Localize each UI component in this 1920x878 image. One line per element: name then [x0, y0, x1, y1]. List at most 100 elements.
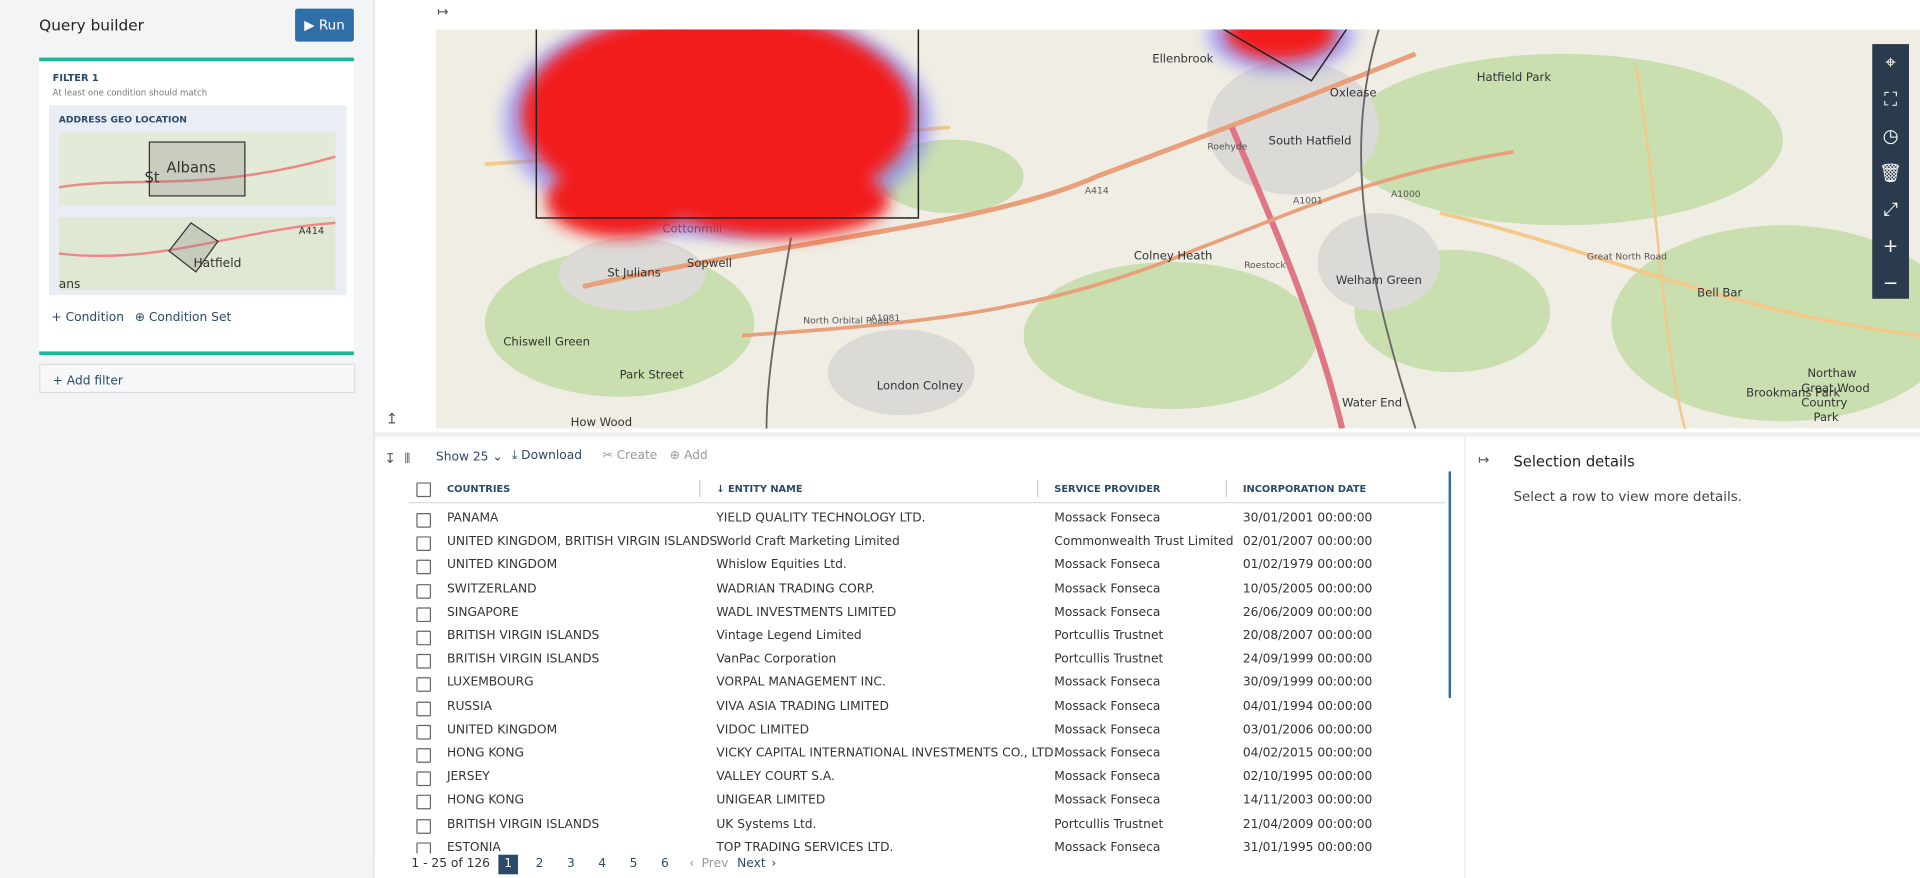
download[interactable]: ⤓ Download: [511, 449, 583, 463]
column-header: ↓ ENTITY NAME: [716, 483, 803, 495]
cell: 24/09/1999 00:00:00: [1242, 652, 1373, 667]
cell: SINGAPORE: [446, 605, 519, 620]
page-button[interactable]: 4: [598, 857, 607, 871]
map-label: Roehyde: [1207, 141, 1247, 152]
cell: WADRIAN TRADING CORP.: [716, 582, 875, 596]
map-label: Great Wood: [1801, 381, 1869, 395]
row-checkbox[interactable]: [416, 677, 432, 693]
page-button[interactable]: 1: [498, 854, 518, 875]
map-label: Park: [1813, 410, 1838, 424]
map-label: Country: [1801, 396, 1847, 410]
row-checkbox[interactable]: [416, 583, 432, 599]
map-label: How Wood: [571, 415, 632, 428]
cell: UNITED KINGDOM: [446, 558, 558, 573]
cell: Mossack Fonseca: [1054, 699, 1161, 714]
cell: Mossack Fonseca: [1054, 558, 1161, 573]
cell: UNITED KINGDOM: [446, 723, 558, 737]
thumb-1[interactable]: Albans St: [58, 132, 336, 206]
thumb-label: Albans: [167, 160, 216, 177]
next-label[interactable]: Next: [737, 857, 766, 871]
page-button[interactable]: 6: [660, 857, 669, 871]
filter-name: FILTER 1: [52, 72, 99, 84]
cell: 21/04/2009 00:00:00: [1242, 817, 1373, 831]
cell: HONG KONG: [446, 746, 524, 761]
cell: Mossack Fonseca: [1054, 840, 1161, 855]
cell: Vintage Legend Limited: [716, 629, 862, 643]
details-toggle[interactable]: ↦: [1477, 451, 1490, 468]
run-label: Run: [318, 17, 345, 34]
cell: JERSEY: [446, 770, 490, 784]
collapse-icon[interactable]: ↦: [437, 3, 449, 20]
toolbar-icons[interactable]: ↧ ⦀: [384, 450, 411, 467]
cell: VanPac Corporation: [716, 652, 837, 667]
thumb-label: Hatfield: [193, 256, 241, 270]
thumb-2[interactable]: Hatfield A414 ans: [58, 216, 336, 291]
row-checkbox[interactable]: [416, 818, 432, 834]
column-header: SERVICE PROVIDER: [1054, 483, 1161, 495]
column-header: INCORPORATION DATE: [1242, 483, 1367, 495]
cell: 01/02/1979 00:00:00: [1242, 558, 1373, 573]
map-label: South Hatfield: [1269, 133, 1352, 147]
column-divider: [1225, 480, 1227, 498]
page-button[interactable]: 2: [535, 857, 544, 871]
cell: Mossack Fonseca: [1054, 676, 1161, 690]
details-border: [1464, 437, 1466, 878]
row-checkbox[interactable]: [416, 795, 432, 810]
cell: 31/01/1995 00:00:00: [1242, 840, 1373, 855]
tool-icons[interactable]: ⌖ ⛶ ◷ 🗑 ⤢ + −: [1878, 51, 1903, 294]
green-areas: [484, 53, 1920, 422]
cell: VIDOC LIMITED: [716, 723, 810, 737]
cell: 30/09/1999 00:00:00: [1242, 676, 1373, 690]
row-checkbox[interactable]: [416, 701, 432, 716]
row-checkbox[interactable]: [416, 513, 432, 528]
map[interactable]: Ellenbrook Oxlease Hatfield Park South Hatf…: [435, 29, 1920, 429]
row-checkbox[interactable]: [416, 630, 432, 646]
row-checkbox[interactable]: [416, 724, 432, 740]
cell: SWITZERLAND: [446, 582, 537, 596]
map-label: Park Street: [620, 367, 685, 381]
map-label: Colney Heath: [1134, 249, 1213, 263]
heatmap: [503, 29, 1355, 238]
page-size[interactable]: Show 25 ⌄: [435, 450, 503, 465]
label: Create: [616, 449, 658, 463]
row-checkbox[interactable]: [416, 654, 432, 669]
map-label: A1081: [871, 313, 901, 324]
cell: Mossack Fonseca: [1054, 511, 1161, 526]
map-tools: ⌖ ⛶ ◷ 🗑 ⤢ + −: [1872, 44, 1909, 299]
row-checkbox[interactable]: [416, 607, 432, 622]
scrollbar[interactable]: [1448, 471, 1452, 698]
row-checkbox[interactable]: [416, 771, 432, 787]
cell: 14/11/2003 00:00:00: [1242, 793, 1373, 808]
run-button[interactable]: ▶ Run: [295, 8, 354, 42]
add-condition-set[interactable]: ⊕ Condition Set: [134, 311, 232, 325]
cell: Commonwealth Trust Limited: [1054, 535, 1234, 549]
cell: Mossack Fonseca: [1054, 582, 1161, 596]
cell: 26/06/2009 00:00:00: [1242, 605, 1373, 620]
page-button[interactable]: 3: [566, 857, 575, 871]
row-checkbox[interactable]: [416, 748, 432, 763]
selection: [148, 141, 246, 197]
add-condition[interactable]: + Condition: [51, 311, 125, 325]
cell: Whislow Equities Ltd.: [716, 558, 847, 573]
cell: UNITED KINGDOM, BRITISH VIRGIN ISLANDS: [446, 535, 718, 549]
cell: Portcullis Trustnet: [1054, 652, 1164, 667]
add-filter[interactable]: + Add filter: [39, 363, 356, 394]
page-button[interactable]: 5: [629, 857, 638, 871]
map-label: North Orbital Road: [803, 315, 889, 326]
expand-icon[interactable]: ↥: [385, 410, 399, 428]
add[interactable]: ⊕ Add: [669, 449, 708, 463]
cell: TOP TRADING SERVICES LTD.: [716, 840, 894, 855]
create[interactable]: ✂ Create: [602, 449, 658, 463]
cell: UK Systems Ltd.: [716, 817, 817, 831]
label: Download: [521, 449, 583, 463]
row-checkbox[interactable]: [416, 536, 432, 552]
table-bottom: [374, 853, 1465, 878]
row-checkbox[interactable]: [416, 560, 432, 575]
cell: HONG KONG: [446, 793, 524, 808]
filter-hint: At least one condition should match: [52, 88, 208, 98]
map-label: A1001: [1293, 195, 1323, 206]
cell: BRITISH VIRGIN ISLANDS: [446, 817, 600, 831]
map-label: St Julians: [607, 266, 660, 280]
cell: Mossack Fonseca: [1054, 770, 1161, 784]
